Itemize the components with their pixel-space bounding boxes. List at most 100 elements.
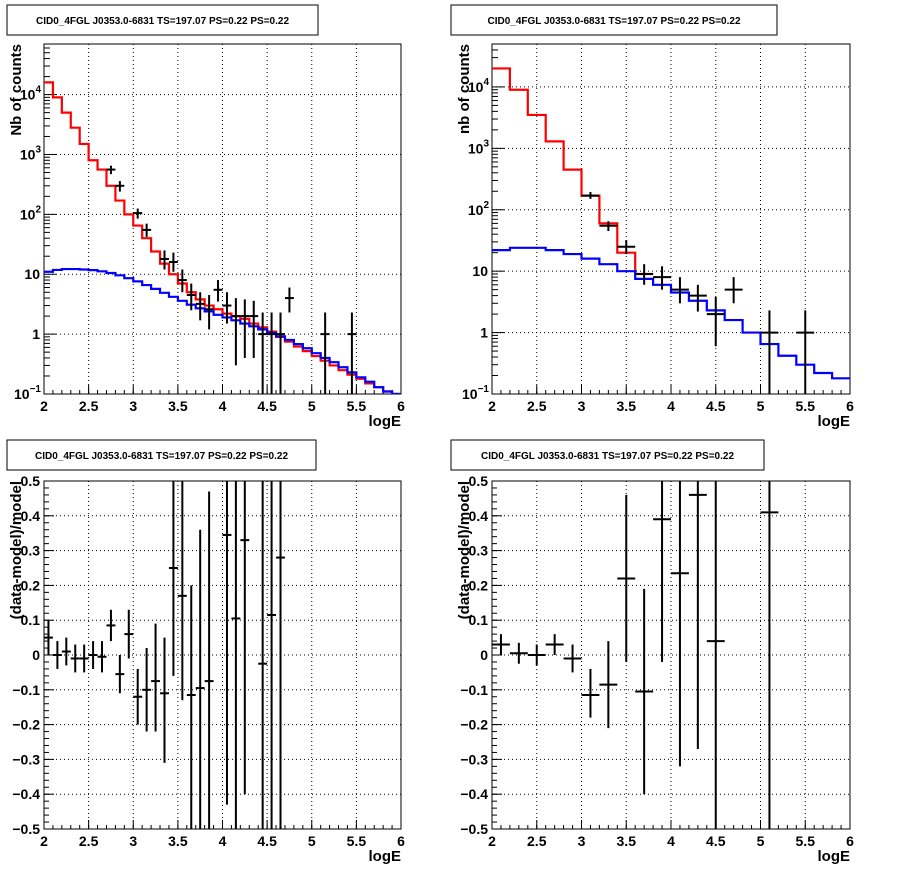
y-tick-label: −0.5: [460, 821, 488, 837]
y-tick-label: 0.3: [21, 543, 41, 559]
x-tick-label: 4: [219, 398, 227, 414]
x-tick-label: 2.5: [527, 833, 547, 849]
y-tick-label: 0: [32, 647, 40, 663]
y-tick-exponent: 2: [35, 204, 41, 215]
model-step-line: [492, 246, 850, 380]
y-tick-label: 0: [480, 647, 488, 663]
chart-title-box: [6, 4, 319, 36]
x-tick-label: 3: [129, 398, 137, 414]
y-tick-label: 0.4: [21, 508, 41, 524]
x-tick-label: 4.5: [257, 833, 277, 849]
y-axis-label: (data-model)/model: [456, 481, 473, 619]
chart-panel-4: CID0_4FGL J0353.0-6831 TS=197.07 PS=0.22…: [450, 439, 854, 865]
y-tick-exponent: 3: [483, 138, 489, 149]
x-axis-label: logE: [369, 413, 402, 430]
y-tick-label: 10: [24, 266, 40, 282]
x-axis-label: logE: [818, 848, 851, 865]
y-tick-label: −0.4: [460, 786, 488, 802]
y-tick-label: −0.5: [12, 821, 40, 837]
x-tick-label: 2.5: [527, 398, 547, 414]
chart-title: CID0_4FGL J0353.0-6831 TS=197.07 PS=0.22…: [481, 451, 734, 462]
x-tick-label: 4.5: [706, 833, 726, 849]
chart-title-box: [450, 439, 765, 471]
chart-title-box: [450, 4, 778, 36]
y-tick-label: −0.2: [12, 717, 40, 733]
y-tick-exponent: 4: [35, 85, 41, 96]
model-step-line: [492, 67, 654, 276]
x-axis-label: logE: [818, 413, 851, 430]
y-tick-label: 1: [480, 325, 488, 341]
y-tick-label: −0.3: [460, 751, 488, 767]
x-tick-label: 5: [757, 398, 765, 414]
model-step-line: [44, 267, 401, 394]
y-axis-label: (data-model)/model: [8, 481, 25, 619]
y-tick-base: 10: [468, 140, 484, 156]
y-tick-base: 10: [20, 87, 36, 103]
y-tick-label: 0.2: [21, 577, 41, 593]
model-step-line: [44, 81, 401, 394]
y-tick-base: 10: [14, 386, 30, 402]
y-tick-label: 103: [468, 138, 490, 156]
y-tick-exponent: 3: [35, 144, 41, 155]
plot-area: [492, 481, 779, 829]
x-tick-label: 2: [488, 833, 496, 849]
x-tick-label: 6: [846, 833, 854, 849]
x-tick-label: 6: [397, 833, 405, 849]
x-tick-label: 2: [40, 398, 48, 414]
y-axis-label: nb of counts: [456, 44, 473, 134]
y-tick-label: 10−1: [14, 384, 41, 402]
chart-title: CID0_4FGL J0353.0-6831 TS=197.07 PS=0.22…: [35, 451, 288, 462]
x-tick-label: 5.5: [347, 833, 367, 849]
x-tick-label: 2.5: [79, 398, 99, 414]
y-tick-label: 102: [468, 200, 490, 218]
x-tick-label: 2.5: [79, 833, 99, 849]
x-tick-label: 4.5: [706, 398, 726, 414]
y-tick-exponent: −1: [30, 384, 42, 395]
x-tick-label: 5.5: [796, 833, 816, 849]
x-tick-label: 3.5: [168, 833, 188, 849]
x-tick-label: 2: [40, 833, 48, 849]
x-tick-label: 3: [129, 833, 137, 849]
x-tick-label: 2: [488, 398, 496, 414]
chart-title-box: [6, 439, 317, 471]
y-tick-label: 1: [32, 326, 40, 342]
x-tick-label: 4.5: [257, 398, 277, 414]
y-tick-label: 103: [20, 144, 42, 162]
x-tick-label: 5: [308, 398, 316, 414]
chart-panel-1: CID0_4FGL J0353.0-6831 TS=197.07 PS=0.22…: [6, 4, 405, 430]
y-tick-base: 10: [468, 79, 484, 95]
x-tick-label: 6: [846, 398, 854, 414]
y-tick-label: 10: [472, 263, 488, 279]
x-tick-label: 5.5: [796, 398, 816, 414]
x-tick-label: 3: [578, 398, 586, 414]
plot-area: [492, 67, 850, 394]
chart-title: CID0_4FGL J0353.0-6831 TS=197.07 PS=0.22…: [487, 16, 740, 27]
y-tick-label: 102: [20, 204, 42, 222]
x-tick-label: 3.5: [617, 398, 637, 414]
x-tick-label: 5: [757, 833, 765, 849]
chart-panel-3: CID0_4FGL J0353.0-6831 TS=197.07 PS=0.22…: [6, 439, 405, 865]
x-tick-label: 4: [219, 833, 227, 849]
y-tick-base: 10: [468, 202, 484, 218]
y-tick-label: 104: [468, 77, 490, 95]
plot-area: [44, 81, 401, 394]
y-tick-label: 0.5: [469, 473, 489, 489]
y-tick-label: 0.4: [469, 508, 489, 524]
y-tick-label: −0.3: [12, 751, 40, 767]
plot-area: [44, 481, 285, 829]
y-tick-exponent: −1: [478, 384, 490, 395]
x-tick-label: 5: [308, 833, 316, 849]
y-tick-exponent: 2: [483, 200, 489, 211]
y-tick-label: 0.1: [21, 612, 41, 628]
x-tick-label: 3.5: [168, 398, 188, 414]
y-tick-exponent: 4: [483, 77, 489, 88]
y-tick-base: 10: [20, 206, 36, 222]
y-tick-base: 10: [462, 386, 478, 402]
x-tick-label: 3: [578, 833, 586, 849]
x-tick-label: 6: [397, 398, 405, 414]
y-tick-label: 0.3: [469, 543, 489, 559]
chart-panel-2: CID0_4FGL J0353.0-6831 TS=197.07 PS=0.22…: [450, 4, 854, 430]
y-tick-label: −0.2: [460, 717, 488, 733]
